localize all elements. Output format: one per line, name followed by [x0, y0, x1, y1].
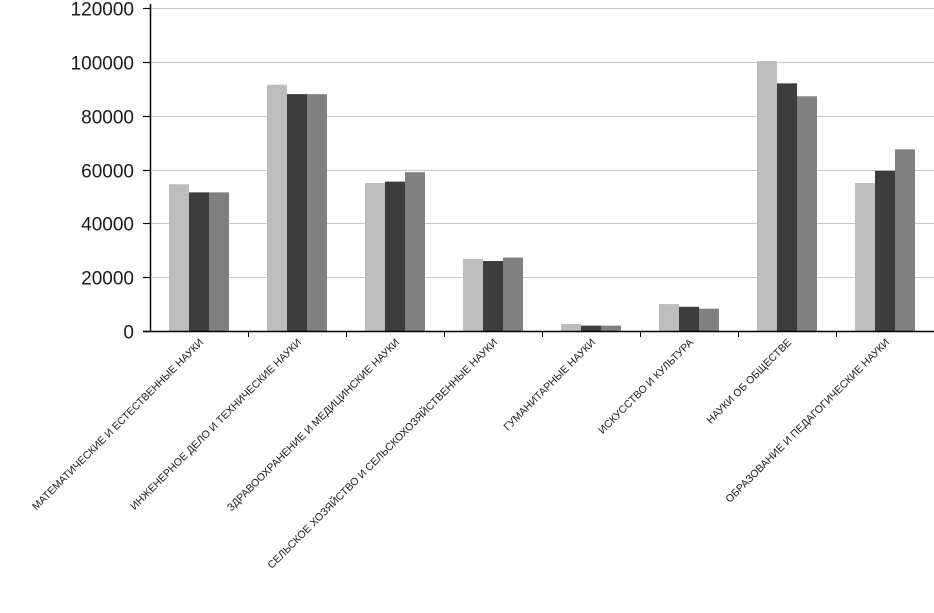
- y-tick-labels: 0 20000 40000 60000 80000 100000 120000: [71, 0, 134, 344]
- x-tick-label: НАУКИ ОБ ОБЩЕСТВЕ: [704, 337, 794, 427]
- x-tick-label: СЕЛЬСКОЕ ХОЗЯЙСТВО И СЕЛЬСКОХОЗЯЙСТВЕННЫ…: [265, 336, 500, 571]
- bar: [385, 181, 405, 331]
- x-tick-label: МАТЕМАТИЧЕСКИЕ И ЕСТЕСТВЕННЫЕ НАУКИ: [30, 337, 206, 513]
- x-tick-label: ИСКУССТВО И КУЛЬТУРА: [596, 337, 696, 437]
- bar: [581, 325, 601, 331]
- bar: [679, 306, 699, 331]
- x-tick-label: ИНЖЕНЕРНОЕ ДЕЛО И ТЕХНИЧЕСКИЕ НАУКИ: [128, 337, 304, 513]
- bar: [895, 149, 915, 331]
- x-tick-label: ГУМАНИТАРНЫЕ НАУКИ: [502, 337, 599, 434]
- bar: [855, 182, 875, 331]
- bar: [757, 61, 777, 332]
- y-tick-label: 20000: [81, 269, 134, 290]
- bar: [699, 308, 719, 331]
- bar: [169, 184, 189, 331]
- bar: [189, 192, 209, 331]
- y-tick-label: 60000: [81, 162, 134, 183]
- bar: [797, 96, 817, 331]
- y-tick-label: 40000: [81, 215, 134, 236]
- x-tick-labels: МАТЕМАТИЧЕСКИЕ И ЕСТЕСТВЕННЫЕ НАУКИИНЖЕН…: [30, 336, 892, 571]
- bar: [267, 84, 287, 332]
- bar: [561, 324, 581, 331]
- bar: [365, 182, 385, 331]
- x-tick-label: ЗДРАВООХРАНЕНИЕ И МЕДИЦИНСКИЕ НАУКИ: [225, 337, 402, 514]
- bar: [287, 94, 307, 331]
- y-tick-label: 100000: [71, 54, 134, 75]
- bar: [483, 261, 503, 331]
- bar: [463, 258, 483, 331]
- bar: [875, 170, 895, 331]
- x-tick-label: ОБРАЗОВАНИЕ И ПЕДАГОГИЧЕСКИЕ НАУКИ: [723, 337, 892, 506]
- y-tick-label: 120000: [71, 0, 134, 21]
- bar: [503, 257, 523, 331]
- y-tick-label: 0: [123, 323, 134, 344]
- bars: [169, 61, 915, 332]
- bar: [601, 325, 621, 331]
- y-tick-label: 80000: [81, 108, 134, 129]
- bar: [307, 94, 327, 331]
- bar: [405, 172, 425, 331]
- bar: [659, 304, 679, 331]
- bar: [777, 83, 797, 331]
- bar: [209, 192, 229, 331]
- axes: [143, 4, 934, 337]
